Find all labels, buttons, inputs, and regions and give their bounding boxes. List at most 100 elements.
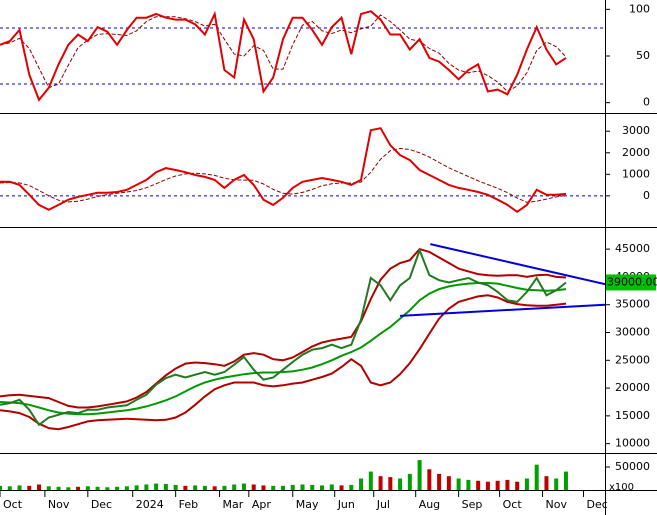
x-tick-label: Sep: [462, 498, 483, 511]
volume-bar: [544, 476, 549, 490]
series-line: [0, 247, 567, 427]
volume-bar: [222, 485, 227, 490]
volume-bar: [290, 484, 295, 490]
volume-bar: [310, 484, 315, 490]
volume-bar: [446, 476, 451, 490]
volume-bar: [241, 483, 246, 490]
series-line: [0, 127, 567, 214]
y-tick-label: 30000: [615, 325, 650, 338]
volume-bar: [232, 484, 237, 490]
volume-bar: [320, 485, 325, 490]
plot-area: [0, 243, 605, 431]
y-tick-label: 20000: [615, 381, 650, 394]
x-tick-label: Mar: [223, 498, 244, 511]
x-tick-label: Aug: [419, 498, 440, 511]
volume-bar: [173, 484, 178, 490]
x-tick-label: Jun: [337, 498, 355, 511]
volume-bar: [329, 484, 334, 490]
x-tick-label: Dec: [587, 498, 608, 511]
volume-bar: [251, 484, 256, 490]
volume-bar: [300, 484, 305, 490]
x-tick-label: Oct: [503, 498, 523, 511]
y-tick-label: 2000: [622, 146, 650, 159]
y-tick-label: 25000: [615, 353, 650, 366]
volume-bar: [212, 486, 217, 490]
volume-bar: [398, 478, 403, 490]
y-unit-label: x100: [609, 482, 634, 493]
series-line: [0, 147, 567, 203]
volume-bar: [417, 460, 422, 490]
x-tick-label: Jul: [376, 498, 390, 511]
volume-bar: [261, 485, 266, 490]
volume-bar: [183, 485, 188, 490]
volume-bar: [154, 483, 159, 490]
series-line: [0, 14, 567, 93]
x-tick-label: 2024: [136, 498, 164, 511]
volume-bar: [349, 484, 354, 490]
plot-area: [0, 10, 605, 102]
plot-area: [0, 127, 605, 214]
volume-bar: [524, 478, 529, 490]
y-tick-label: 10000: [615, 437, 650, 450]
volume-bar: [388, 477, 393, 490]
volume-bar: [485, 481, 490, 490]
x-tick-label: Nov: [546, 498, 568, 511]
y-tick-label: 35000: [615, 298, 650, 311]
volume-bar: [534, 464, 539, 490]
y-tick-label: 50: [636, 49, 650, 62]
volume-bar: [505, 479, 510, 490]
volume-bar: [495, 480, 500, 490]
volume-bar: [76, 486, 81, 490]
plot-area: [0, 460, 568, 490]
x-tick-label: Nov: [48, 498, 70, 511]
volume-bar: [202, 485, 207, 490]
volume-bar: [427, 469, 432, 490]
volume-bar: [271, 485, 276, 490]
volume-bar: [359, 478, 364, 490]
volume-bar: [95, 486, 100, 490]
y-tick-label: 0: [643, 189, 650, 202]
volume-bar: [37, 484, 42, 490]
volume-bar: [476, 480, 481, 490]
volume-bar: [407, 473, 412, 490]
volume-bar: [368, 471, 373, 490]
volume-bar: [115, 486, 120, 490]
last-price-box: [606, 274, 656, 291]
y-tick-label: 100: [629, 2, 650, 15]
volume-bar: [17, 485, 22, 490]
volume-bar: [437, 473, 442, 490]
volume-bar: [46, 486, 51, 490]
volume-bar: [144, 484, 149, 490]
x-tick-label: Apr: [252, 498, 272, 511]
y-tick-label: 45000: [615, 242, 650, 255]
volume-bar: [66, 487, 71, 490]
volume-bar: [193, 485, 198, 490]
volume-bar: [456, 478, 461, 490]
x-tick-label: Oct: [3, 498, 23, 511]
last-price-label: 39000.00: [607, 275, 657, 288]
volume-bar: [27, 485, 32, 490]
volume-bar: [554, 478, 559, 490]
y-tick-label: 1000: [622, 167, 650, 180]
volume-bar: [466, 479, 471, 490]
volume-bar: [7, 486, 12, 490]
volume-bar: [378, 476, 383, 490]
series-line: [0, 282, 567, 416]
y-tick-label: 0: [643, 96, 650, 109]
volume-bar: [85, 486, 90, 490]
series-line: [0, 10, 567, 102]
volume-bar: [56, 486, 61, 490]
volume-bar: [339, 485, 344, 490]
y-tick-label: 15000: [615, 409, 650, 422]
x-tick-label: Dec: [91, 498, 112, 511]
volume-bar: [0, 485, 2, 490]
volume-bar: [124, 486, 129, 490]
x-tick-label: May: [296, 498, 319, 511]
y-tick-label: 3000: [622, 124, 650, 137]
trend-line: [430, 243, 605, 286]
trend-line: [400, 303, 605, 317]
volume-bar: [515, 481, 520, 490]
y-tick-label: 50000: [615, 460, 650, 473]
